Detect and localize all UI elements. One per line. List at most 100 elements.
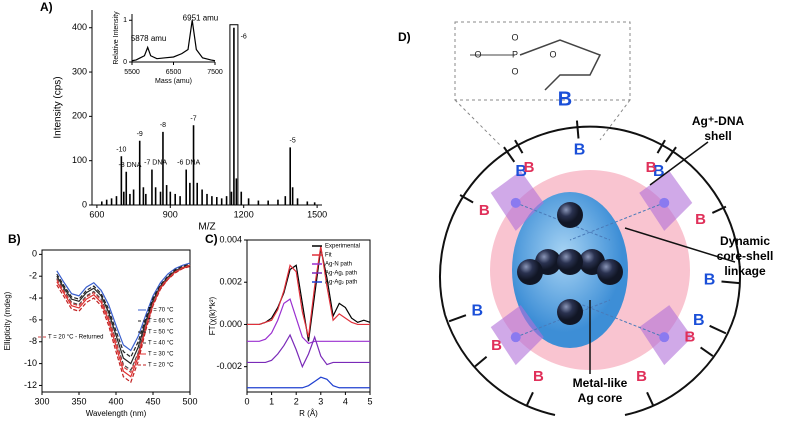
- x-tick-label: 1: [269, 396, 274, 406]
- chem-atom: O: [511, 32, 518, 42]
- annotation: -6 DNA: [177, 160, 200, 167]
- callout-label: Ag⁺-DNA: [692, 114, 745, 128]
- inner-base: B: [524, 159, 535, 176]
- x-axis-label: Mass (amu): [155, 78, 192, 85]
- annotation: -6: [241, 33, 247, 40]
- shell-arc: [444, 314, 556, 416]
- callout-label: Dynamic: [720, 234, 770, 248]
- shell-tick: [474, 356, 488, 368]
- shell-arc: [624, 314, 736, 416]
- x-axis-label: Wavelength (nm): [86, 409, 147, 418]
- y-tick-label: 0.002: [219, 277, 242, 287]
- x-tick-label: 4: [343, 396, 348, 406]
- shell-tick: [656, 139, 666, 154]
- y-tick-label: -4: [29, 292, 37, 302]
- y-axis-label: Ellipticity (mdeg): [3, 291, 12, 350]
- callout-label: shell: [704, 129, 731, 143]
- annotation: -9: [137, 131, 143, 138]
- series-line: [247, 298, 370, 345]
- ag-atom: [557, 249, 583, 275]
- annotation: 5878 amu: [131, 34, 167, 43]
- y-tick-label: -0.002: [216, 361, 242, 371]
- shell-tick: [503, 146, 516, 163]
- y-axis-label: Relative Intensity: [113, 11, 120, 65]
- x-tick-label: 900: [163, 209, 178, 219]
- legend-label: T = 50 °C: [148, 330, 174, 336]
- plot-frame: [246, 239, 371, 393]
- inner-base: B: [533, 368, 544, 385]
- series-line: [56, 264, 191, 365]
- shell-tick: [525, 391, 534, 407]
- annotation: -7: [190, 115, 196, 122]
- shell-tick: [664, 146, 677, 163]
- annotation: -7 DNA: [144, 160, 167, 167]
- chem-atom: O: [474, 49, 481, 59]
- y-tick-label: 0: [32, 249, 37, 259]
- annotation: -8: [160, 122, 166, 129]
- callout-arrow: [624, 227, 736, 263]
- y-tick-label: 1: [123, 17, 127, 24]
- ag-ion: [510, 332, 521, 343]
- y-tick-label: -8: [29, 336, 37, 346]
- y-tick-label: 0: [123, 59, 127, 66]
- legend-label: Ag-Ag₁ path: [325, 271, 357, 277]
- inner-base: B: [685, 329, 696, 346]
- y-tick-label: -6: [29, 314, 37, 324]
- legend-label: T = 60 °C: [148, 319, 174, 325]
- y-tick-label: -10: [24, 358, 37, 368]
- ag-atom: [557, 299, 583, 325]
- linkage: [569, 299, 665, 338]
- series-line: [247, 333, 370, 369]
- series-line: [56, 262, 191, 352]
- legend-label: T = 40 °C: [148, 341, 174, 347]
- highlight-box: [229, 24, 239, 206]
- series-line: [56, 264, 191, 374]
- ag-ion: [510, 197, 521, 208]
- series-line: [56, 264, 191, 372]
- series-line: [56, 265, 191, 384]
- chem-atom: O: [511, 66, 518, 76]
- x-tick-label: 0: [244, 396, 249, 406]
- shell-tick: [700, 346, 714, 357]
- panel-label: A): [40, 0, 53, 14]
- legend-label: Fit: [325, 253, 332, 259]
- outer-base: B: [471, 302, 483, 319]
- shell-tick: [709, 324, 727, 335]
- x-tick-label: 7500: [207, 69, 223, 76]
- zoom-box: [454, 21, 631, 101]
- shell-tick: [459, 194, 474, 204]
- outer-base: B: [515, 163, 527, 180]
- panel-label: D): [398, 30, 411, 44]
- callout-label: Ag core: [578, 391, 623, 405]
- legend-label: T = 70 °C: [148, 308, 174, 314]
- y-tick-label: 300: [72, 66, 87, 76]
- y-tick-label: 400: [72, 22, 87, 32]
- inner-base: B: [491, 337, 502, 354]
- series-line: [247, 376, 370, 389]
- shell-tick: [646, 391, 655, 407]
- annotation: -5: [290, 138, 296, 145]
- x-axis-label: M/Z: [198, 222, 215, 233]
- legend-label: Ag-Ag₂ path: [325, 280, 357, 286]
- callout-arrow: [649, 141, 709, 186]
- legend-label: T = 20 °C - Returned: [48, 335, 103, 341]
- y-tick-label: -2: [29, 271, 37, 281]
- zoom-line: [454, 99, 501, 146]
- legend-label: Ag-N path: [325, 262, 352, 268]
- x-tick-label: 2: [294, 396, 299, 406]
- annotation: -10: [116, 146, 126, 153]
- outer-base: B: [574, 142, 586, 159]
- zoom-line: [599, 99, 631, 141]
- legend-label: T = 20 °C: [148, 363, 174, 369]
- x-tick-label: 3: [318, 396, 323, 406]
- chem-atom: P: [512, 49, 518, 59]
- inner-base: B: [479, 202, 490, 219]
- shell-tick: [514, 139, 524, 154]
- x-axis-label: R (Å): [299, 409, 318, 418]
- y-tick-label: 0.004: [219, 234, 242, 244]
- series-line: [247, 246, 370, 338]
- shell-tick: [448, 314, 467, 323]
- sugar-ring: [519, 39, 602, 91]
- x-tick-label: 500: [182, 396, 197, 406]
